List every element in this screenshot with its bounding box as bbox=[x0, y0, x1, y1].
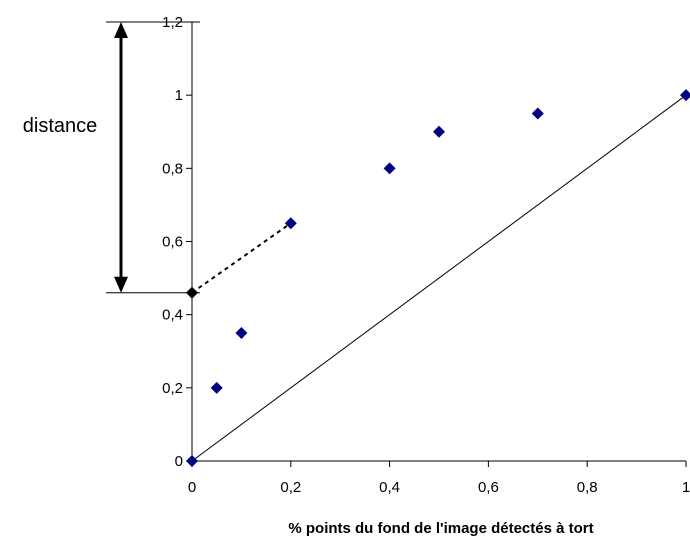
y-tick-label: 0 bbox=[175, 453, 183, 470]
x-axis-ticks: 0 0,2 0,4 0,6 0,8 1 bbox=[188, 461, 690, 496]
distance-arrow-head-down bbox=[114, 276, 128, 293]
x-tick-label: 0 bbox=[188, 479, 196, 496]
distance-annotation bbox=[106, 21, 292, 299]
y-tick-label: 0,4 bbox=[162, 307, 183, 324]
data-point bbox=[680, 89, 690, 102]
distance-arrow-head-up bbox=[114, 22, 128, 38]
data-point bbox=[284, 217, 297, 230]
dotted-extrapolation-line bbox=[191, 222, 292, 294]
diagonal-reference-line bbox=[191, 94, 687, 462]
y-tick-label: 0,8 bbox=[162, 160, 183, 177]
y-axis-ticks: 00,20,40,60,811,2 bbox=[162, 14, 192, 470]
x-tick-label: 0,6 bbox=[478, 479, 499, 496]
data-point bbox=[433, 125, 445, 138]
x-tick-label: 0,8 bbox=[577, 479, 598, 496]
data-point bbox=[210, 381, 223, 394]
data-point bbox=[235, 326, 248, 339]
x-tick-label: 0,4 bbox=[379, 479, 400, 496]
data-point bbox=[531, 107, 544, 120]
extrapolated-point bbox=[186, 286, 198, 299]
x-axis-label: % points du fond de l'image détectés à t… bbox=[288, 520, 593, 537]
y-tick-label: 0,6 bbox=[162, 234, 183, 251]
x-tick-label: 0,2 bbox=[280, 479, 301, 496]
y-tick-label: 1 bbox=[175, 87, 183, 104]
y-tick-label: 0,2 bbox=[162, 380, 183, 397]
x-tick-label: 1 bbox=[682, 479, 690, 496]
data-points bbox=[186, 89, 690, 467]
distance-label: distance bbox=[23, 115, 98, 137]
reference-line-group bbox=[191, 94, 687, 462]
data-point bbox=[186, 455, 198, 467]
data-point bbox=[383, 162, 396, 175]
